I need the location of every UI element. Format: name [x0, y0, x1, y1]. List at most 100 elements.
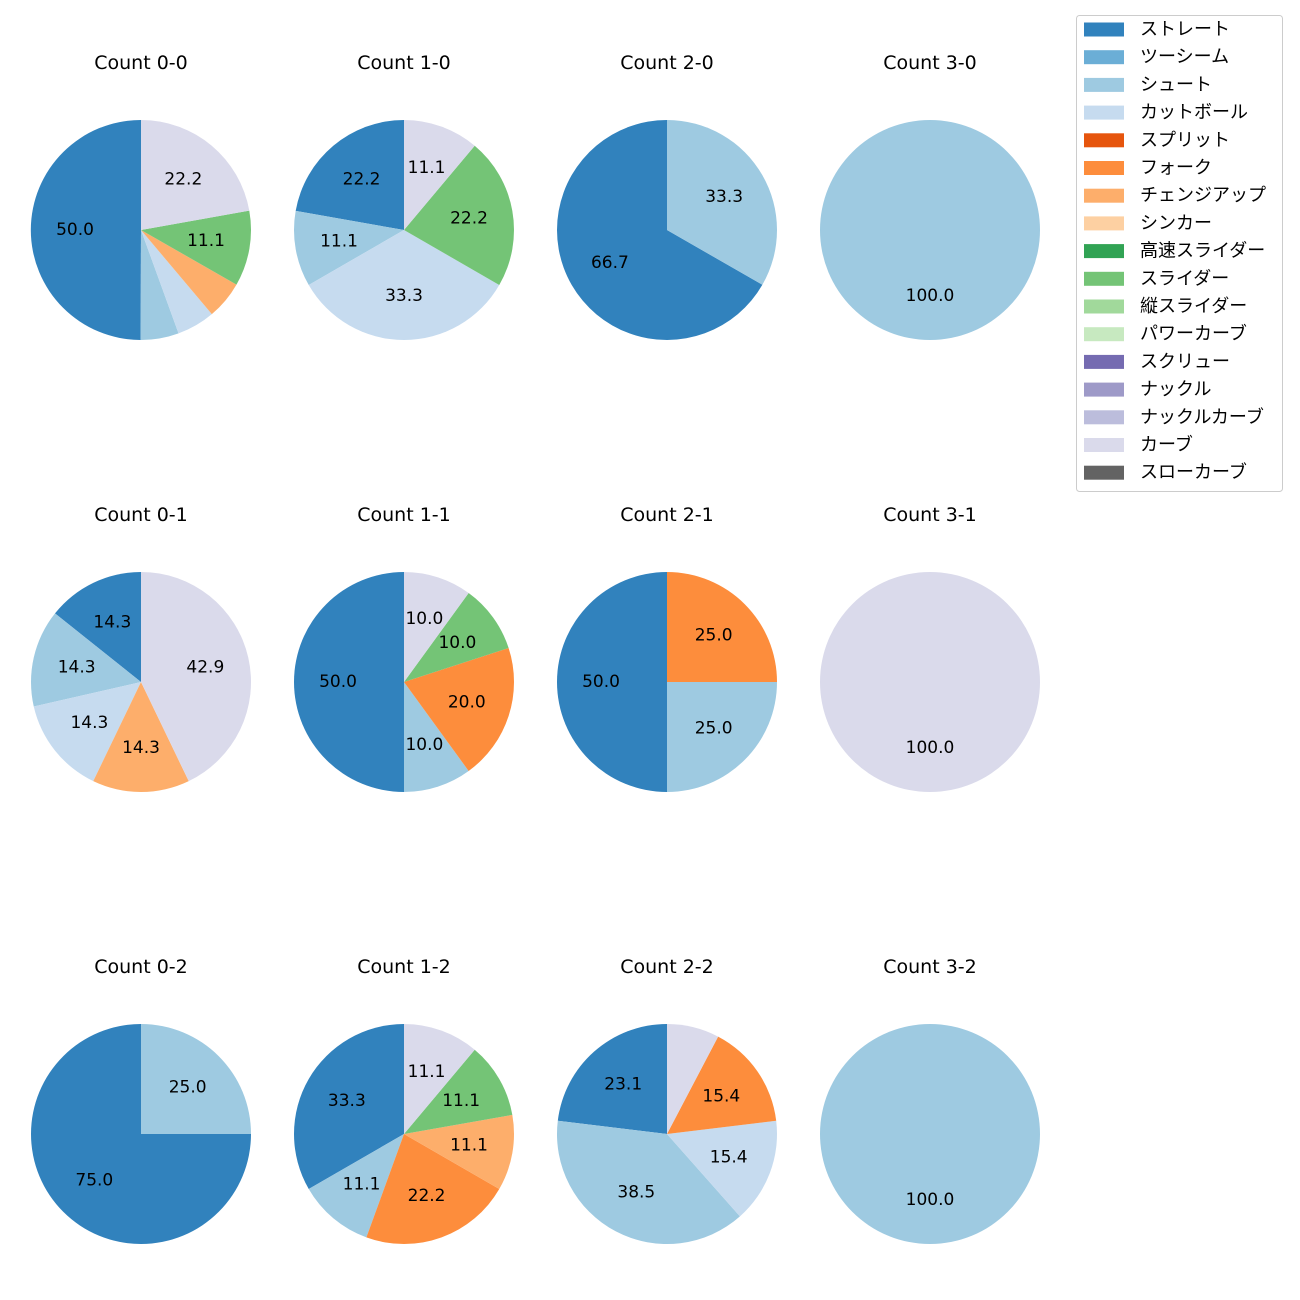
- pie-title: Count 2-1: [620, 504, 714, 526]
- slice-label: 75.0: [75, 1171, 113, 1191]
- legend-item: 高速スライダー: [1084, 241, 1265, 262]
- slice-label: 22.2: [164, 169, 202, 189]
- legend-swatch: [1084, 354, 1124, 369]
- slice-label: 38.5: [617, 1182, 655, 1202]
- pie-slice: [294, 572, 404, 792]
- legend-item: ナックル: [1084, 379, 1211, 400]
- pie-slice: [556, 1120, 740, 1245]
- pie-count-0-1: Count 0-1 14.3 14.3 14.3 14.3 42.9: [31, 504, 252, 793]
- legend-swatch: [1084, 410, 1124, 425]
- slice-label: 23.1: [604, 1075, 642, 1095]
- pie-slice: [93, 682, 189, 793]
- pie-title: Count 3-2: [883, 956, 977, 978]
- pie-slice: [404, 1114, 515, 1189]
- slice-label: 50.0: [319, 672, 357, 692]
- legend-item: シュート: [1084, 74, 1212, 95]
- pie-count-3-1: Count 3-1 100.0: [820, 504, 1040, 792]
- slice-label: 100.0: [906, 738, 955, 758]
- legend-swatch: [1084, 77, 1124, 92]
- legend-swatch: [1084, 105, 1124, 120]
- legend-item: チェンジアップ: [1084, 185, 1266, 206]
- pie-slice: [557, 120, 763, 340]
- legend-label: スクリュー: [1140, 351, 1230, 372]
- legend-item: ストレート: [1084, 19, 1230, 40]
- slice-label: 10.0: [405, 735, 443, 755]
- pie-slice: [667, 1036, 777, 1134]
- pie-slice: [141, 210, 252, 285]
- legend-swatch: [1084, 299, 1124, 314]
- slice-label: 10.0: [405, 609, 443, 629]
- legend-swatch: [1084, 133, 1124, 148]
- slice-label: 100.0: [906, 286, 955, 306]
- pie-slice: [820, 120, 1040, 340]
- pies: Count 0-0 50.0 11.1 22.2 Count 1-0 22.2 11.1 33…: [30, 52, 1040, 1245]
- slice-label: 14.3: [122, 738, 160, 758]
- legend-label: ナックル: [1140, 379, 1211, 400]
- pie-slice: [667, 120, 778, 285]
- slice-label: 25.0: [169, 1077, 207, 1097]
- legend-items: ストレートツーシームシュートカットボールスプリットフォークチェンジアップシンカー…: [1084, 19, 1266, 483]
- pie-count-2-1: Count 2-1 50.0 25.0 25.0: [557, 504, 777, 792]
- legend-item: カーブ: [1084, 434, 1193, 456]
- legend-swatch: [1084, 50, 1124, 65]
- pie-slice: [141, 1024, 251, 1134]
- slice-label: 66.7: [591, 253, 629, 273]
- legend-label: カットボール: [1140, 102, 1248, 123]
- pie-slice: [667, 572, 777, 682]
- slice-label: 15.4: [710, 1147, 748, 1167]
- pie-slice: [294, 1024, 404, 1189]
- pie-count-0-2: Count 0-2 75.0 25.0: [31, 956, 251, 1244]
- legend-item: パワーカーブ: [1084, 323, 1247, 345]
- pie-slice: [404, 682, 469, 792]
- slice-label: 33.3: [705, 187, 743, 207]
- slice-label: 14.3: [58, 657, 96, 677]
- legend-item: スプリット: [1084, 130, 1230, 151]
- pie-title: Count 3-0: [883, 52, 977, 74]
- pie-title: Count 1-2: [357, 956, 451, 978]
- slice-label: 11.1: [450, 1135, 488, 1155]
- slice-label: 25.0: [695, 719, 733, 739]
- pie-slice: [404, 593, 509, 682]
- pie-title: Count 3-1: [883, 504, 977, 526]
- pie-slice: [141, 230, 212, 334]
- legend-label: パワーカーブ: [1140, 323, 1247, 345]
- legend-label: ナックルカーブ: [1140, 406, 1264, 428]
- legend-label: シンカー: [1140, 213, 1212, 234]
- slice-label: 33.3: [385, 286, 423, 306]
- legend: ストレートツーシームシュートカットボールスプリットフォークチェンジアップシンカー…: [1076, 15, 1283, 492]
- slice-label: 11.1: [320, 231, 358, 251]
- pie-slice: [141, 571, 252, 782]
- pie-slice: [404, 120, 475, 230]
- pie-count-1-1: Count 1-1 50.0 10.0 20.0 10.0 10.0: [294, 504, 515, 792]
- pie-slice: [404, 648, 515, 771]
- legend-item: スライダー: [1084, 268, 1229, 289]
- slice-label: 22.2: [343, 169, 381, 189]
- legend-item: 縦スライダー: [1084, 296, 1247, 317]
- pie-title: Count 2-2: [620, 956, 714, 978]
- pie-count-3-0: Count 3-0 100.0: [820, 52, 1040, 340]
- pie-title: Count 1-0: [357, 52, 451, 74]
- legend-label: 高速スライダー: [1140, 241, 1265, 262]
- pie-slice: [31, 613, 141, 707]
- legend-label: スライダー: [1140, 268, 1229, 289]
- pie-slice: [667, 1120, 778, 1217]
- slice-label: 14.3: [93, 613, 131, 633]
- pie-slice: [404, 1049, 513, 1134]
- legend-label: ストレート: [1140, 19, 1230, 40]
- legend-swatch: [1084, 188, 1124, 203]
- slice-label: 50.0: [582, 672, 620, 692]
- slice-label: 10.0: [438, 633, 476, 653]
- pie-count-0-0: Count 0-0 50.0 11.1 22.2: [30, 52, 252, 341]
- slice-label: 14.3: [70, 713, 108, 733]
- pie-title: Count 2-0: [620, 52, 714, 74]
- legend-item: カットボール: [1084, 102, 1248, 123]
- pie-slice: [366, 1134, 500, 1245]
- legend-swatch: [1084, 438, 1124, 452]
- pie-slice: [557, 1024, 667, 1134]
- legend-swatch: [1084, 22, 1124, 37]
- pie-slice: [55, 572, 141, 682]
- pie-count-1-0: Count 1-0 22.2 11.1 33.3 22.2 11.1: [293, 52, 514, 340]
- slice-label: 50.0: [56, 220, 94, 240]
- slice-label: 25.0: [695, 625, 733, 645]
- legend-item: スローカーブ: [1084, 461, 1247, 483]
